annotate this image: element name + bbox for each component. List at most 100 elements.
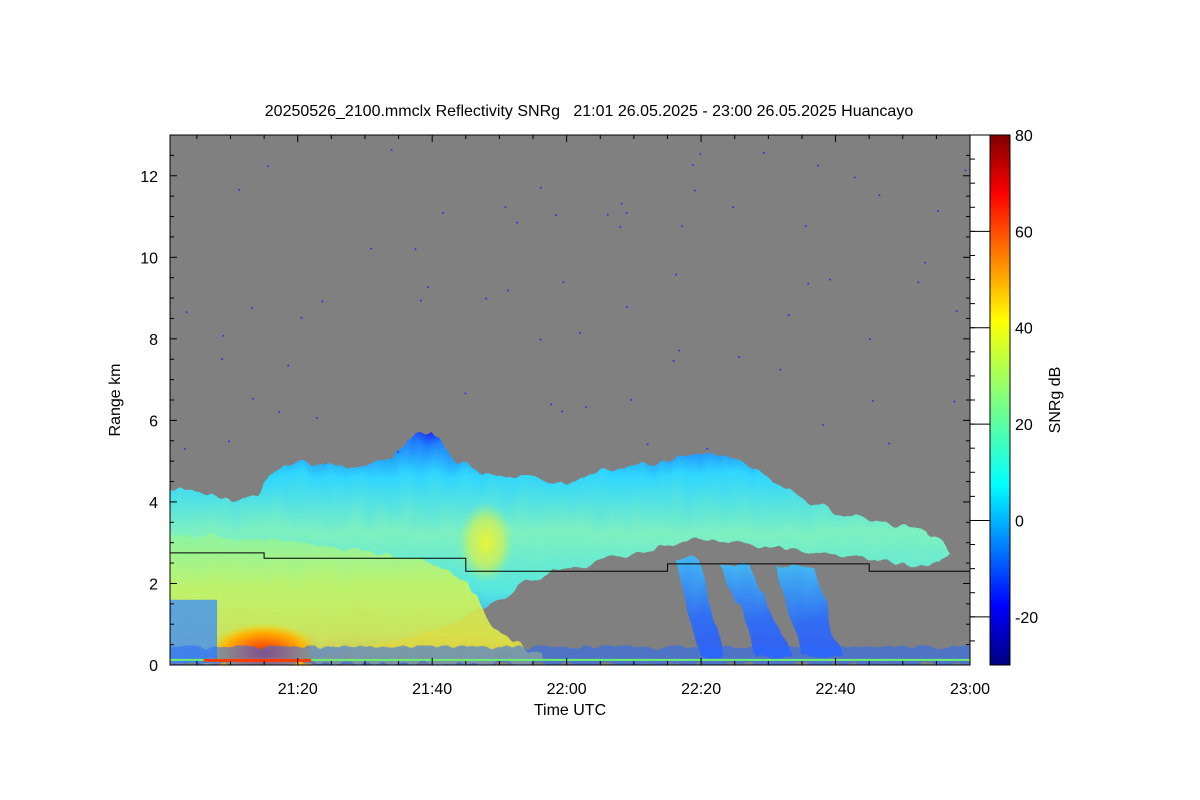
noise-speckle — [251, 307, 253, 309]
noise-speckle — [539, 338, 542, 341]
noise-speckles — [184, 149, 967, 453]
noise-speckle — [562, 281, 565, 283]
noise-speckle — [817, 164, 819, 167]
noise-speckle — [464, 392, 467, 395]
precip-shaft-3 — [775, 567, 842, 657]
noise-speckle — [779, 368, 782, 371]
noise-speckle — [694, 189, 696, 192]
noise-speckle — [869, 338, 871, 340]
noise-speckle — [228, 440, 230, 443]
noise-speckle — [238, 189, 240, 191]
colorbar-tick-label: 60 — [1015, 224, 1033, 241]
y-axis: 0 2 4 6 8 10 12 — [140, 134, 970, 675]
noise-speckle — [626, 306, 628, 308]
noise-speckle — [953, 400, 956, 403]
noise-speckle — [917, 281, 920, 284]
noise-speckle — [646, 443, 649, 446]
noise-speckle — [732, 206, 734, 209]
ground-clutter-strip — [170, 646, 970, 665]
x-tick-label: 21:40 — [412, 681, 452, 698]
noise-speckle — [321, 300, 324, 303]
cloud-echo-layer — [170, 428, 970, 665]
x-tick-label: 22:00 — [547, 681, 587, 698]
y-tick-label: 4 — [149, 495, 158, 512]
noise-speckle — [316, 417, 318, 419]
noise-speckle — [555, 214, 557, 217]
noise-speckle — [442, 212, 445, 214]
noise-speckle — [300, 317, 303, 319]
noise-speckle — [550, 403, 552, 406]
colorbar-gradient — [989, 134, 1011, 666]
noise-speckle — [414, 248, 417, 250]
noise-speckle — [699, 153, 702, 155]
noise-speckle — [829, 278, 831, 281]
colorbar-tick-label: 40 — [1015, 321, 1033, 338]
noise-speckle — [585, 406, 587, 408]
noise-speckle — [822, 424, 824, 426]
noise-speckle — [427, 286, 429, 289]
x-tick-label: 22:40 — [816, 681, 856, 698]
y-tick-label: 6 — [149, 413, 158, 430]
noise-speckle — [924, 261, 926, 264]
noise-speckle — [606, 213, 609, 216]
noise-speckle — [507, 289, 509, 292]
y-tick-label: 10 — [140, 250, 158, 267]
colorbar-label: SNRg dB — [1047, 367, 1064, 434]
noise-speckle — [937, 210, 939, 212]
noise-speckle — [579, 332, 581, 334]
noise-speckle — [853, 176, 856, 179]
ground-line — [170, 658, 970, 661]
noise-speckle — [620, 202, 623, 205]
noise-speckle — [516, 221, 518, 224]
noise-speckle — [184, 448, 186, 450]
noise-speckle — [287, 364, 290, 367]
x-axis-label: Time UTC — [534, 702, 606, 719]
noise-speckle — [878, 194, 881, 197]
noise-speckle — [762, 152, 765, 154]
y-tick-label: 2 — [149, 576, 158, 593]
noise-speckle — [672, 360, 675, 362]
noise-speckle — [222, 335, 225, 337]
noise-speckle — [625, 212, 628, 214]
colorbar-tick-label: 0 — [1015, 513, 1024, 530]
precip-shaft-1 — [675, 559, 724, 657]
x-axis: 21:20 21:40 22:00 22:20 22:40 23:00 — [196, 135, 990, 698]
x-tick-label: 22:20 — [681, 681, 721, 698]
noise-speckle — [691, 164, 694, 166]
y-axis-label: Range km — [107, 364, 124, 437]
noise-speckle — [390, 149, 393, 151]
noise-speckle — [807, 282, 810, 285]
noise-speckle — [278, 411, 281, 413]
noise-speckle — [619, 226, 622, 228]
noise-speckle — [185, 311, 188, 313]
noise-speckle — [888, 442, 890, 445]
noise-speckle — [397, 451, 399, 453]
noise-speckle — [267, 165, 269, 168]
y-tick-label: 8 — [149, 332, 158, 349]
noise-speckle — [872, 400, 874, 402]
y-tick-label: 12 — [140, 169, 158, 186]
noise-speckle — [252, 398, 254, 400]
noise-speckle — [485, 297, 488, 300]
noise-speckle — [706, 447, 708, 450]
noise-speckle — [681, 225, 683, 227]
noise-speckle — [787, 314, 790, 316]
noise-speckle — [420, 299, 422, 302]
x-tick-label: 23:00 — [950, 681, 990, 698]
noise-speckle — [964, 169, 967, 172]
colorbar-tick-label: 20 — [1015, 417, 1033, 434]
plot-area — [170, 135, 970, 665]
bright-echo-blob — [457, 502, 514, 583]
ground-hot-line — [203, 658, 312, 662]
noise-speckle — [678, 349, 680, 352]
x-tick-label: 21:20 — [278, 681, 318, 698]
noise-speckle — [370, 247, 372, 250]
noise-speckle — [221, 358, 223, 360]
precip-shaft-2 — [718, 563, 790, 657]
noise-speckle — [955, 310, 958, 312]
colorbar: -20 0 20 40 60 80 SNRg dB — [970, 128, 1064, 666]
y-tick-label: 0 — [149, 658, 158, 675]
noise-speckle — [675, 273, 677, 276]
noise-speckle — [561, 410, 563, 413]
